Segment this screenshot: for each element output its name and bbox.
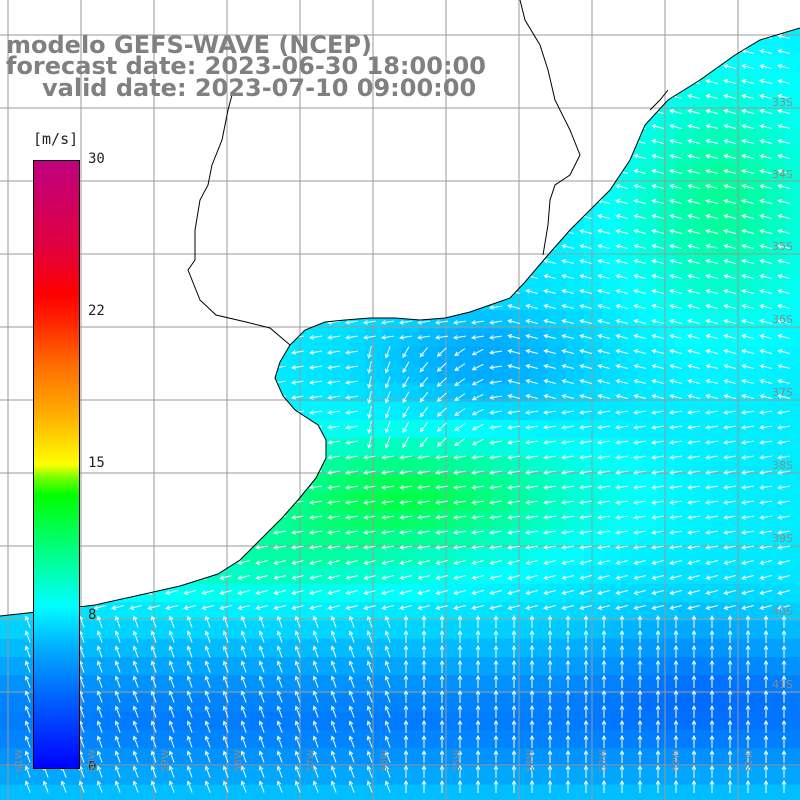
lon-label: 60W — [87, 749, 98, 772]
lon-label: 56W — [379, 749, 390, 772]
lon-label: 57W — [306, 749, 317, 772]
lon-label: 61W — [14, 749, 25, 772]
colorbar-tick-0: 0 — [88, 759, 97, 775]
lat-label: 40S — [772, 605, 793, 618]
lat-label: 41S — [772, 678, 793, 691]
colorbar-tick-8: 8 — [88, 607, 97, 623]
lon-label: 58W — [233, 749, 244, 772]
title-valid-date: valid date: 2023-07-10 09:00:00 — [42, 74, 477, 102]
political-boundary — [519, 0, 581, 256]
colorbar-tick-30: 30 — [88, 151, 105, 167]
lon-label: 53W — [598, 749, 609, 772]
lon-label: 54W — [525, 749, 536, 772]
lat-label: 36S — [772, 313, 793, 326]
political-boundary — [649, 89, 669, 111]
colorbar-tick-15: 15 — [88, 455, 105, 471]
title-forecast-date: forecast date: 2023-06-30 18:00:00 — [6, 52, 486, 80]
colorbar-unit: [m/s] — [33, 130, 79, 148]
lat-label: 38S — [772, 459, 793, 472]
lon-label: 52W — [671, 749, 682, 772]
lat-label: 39S — [772, 532, 793, 545]
lat-label: 34S — [772, 168, 793, 181]
lat-label: 37S — [772, 386, 793, 399]
coastline — [0, 27, 800, 617]
colorbar-tick-22: 22 — [88, 303, 105, 319]
lon-label: 59W — [160, 749, 171, 772]
colorbar — [33, 160, 80, 769]
lat-label: 35S — [772, 240, 793, 253]
political-boundary — [187, 94, 291, 346]
lat-label: 33S — [772, 96, 793, 109]
lon-label: 51W — [744, 749, 755, 772]
title-model: modelo GEFS-WAVE (NCEP) — [6, 31, 372, 59]
lon-label: 55W — [452, 749, 463, 772]
